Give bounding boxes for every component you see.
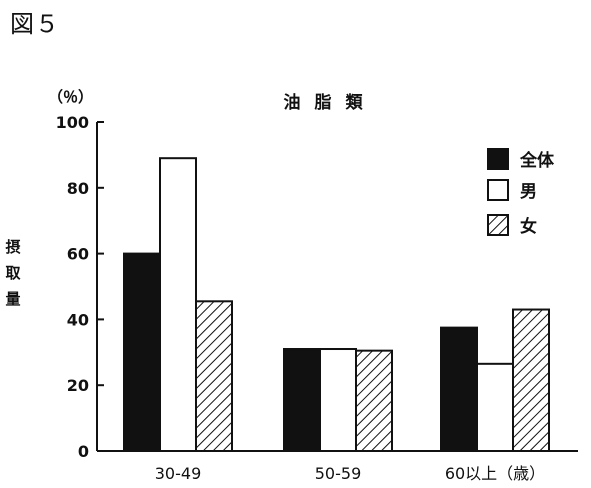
figure-label: 図５ <box>10 10 60 38</box>
legend-label: 女 <box>520 216 537 237</box>
bars <box>123 157 550 453</box>
legend-label: 全体 <box>519 150 555 171</box>
y-tick-label: 40 <box>67 310 89 329</box>
bar-全体-30-49 <box>123 252 161 452</box>
bar-男-50-59 <box>319 348 357 453</box>
x-tick-label: 30-49 <box>155 464 202 483</box>
y-tick-label: 0 <box>78 442 89 461</box>
bar-全体-60以上（歳） <box>440 326 478 452</box>
y-tick-label: 80 <box>67 179 89 198</box>
legend-swatch-男 <box>487 179 509 201</box>
bar-男-60以上（歳） <box>476 362 514 452</box>
legend-swatch-女 <box>487 214 509 236</box>
bar-男-30-49 <box>159 157 197 452</box>
y-tick-label: 20 <box>67 376 89 395</box>
y-tick-label: 60 <box>67 245 89 264</box>
legend-swatch-全体 <box>487 148 509 170</box>
bar-全体-50-59 <box>283 348 321 453</box>
bar-女-50-59 <box>355 349 393 452</box>
y-tick-label: 100 <box>56 113 89 132</box>
bar-女-60以上（歳） <box>512 308 550 452</box>
x-tick-label: 60以上（歳） <box>445 464 545 483</box>
chart-title: 油脂類 <box>283 93 377 113</box>
y-axis-unit: （％） <box>48 88 94 106</box>
x-tick-label: 50-59 <box>315 464 362 483</box>
bar-女-30-49 <box>195 300 233 452</box>
legend-label: 男 <box>520 182 537 202</box>
y-axis-label: 摂取量 <box>5 238 21 308</box>
